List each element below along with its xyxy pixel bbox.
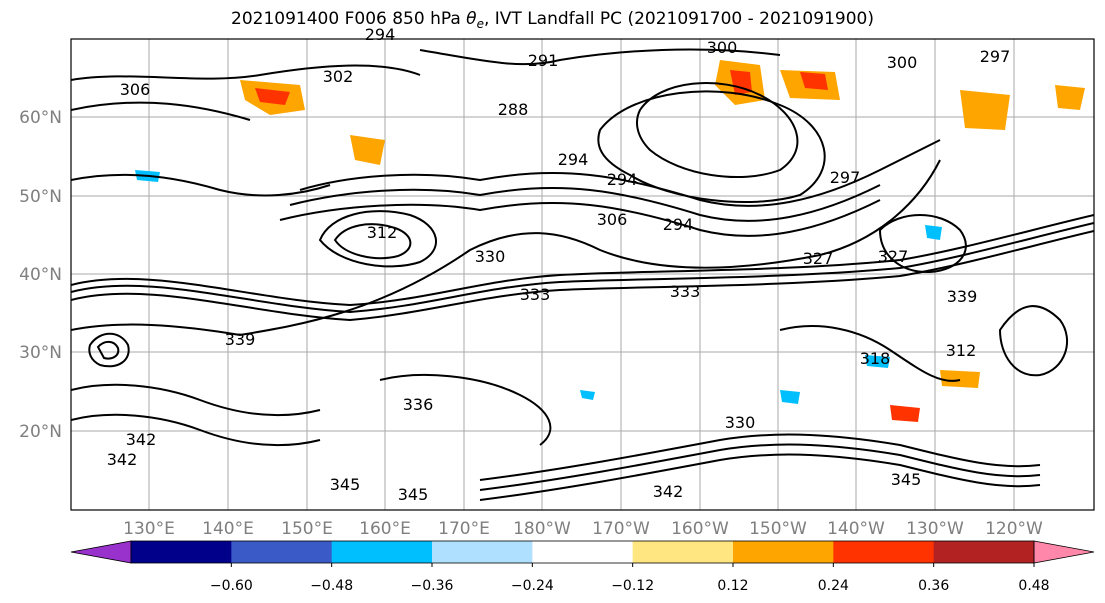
colorbar-segment	[331, 541, 433, 563]
title-theta-subscript: e	[476, 17, 484, 31]
latitude-labels: 60°N 50°N 40°N 30°N 20°N	[19, 108, 62, 442]
contour-label: 333	[670, 282, 701, 301]
colorbar-tick-label: −0.24	[511, 578, 554, 594]
contour-label: 342	[107, 450, 138, 469]
colorbar: −0.60 −0.48 −0.36 −0.24 −0.12 0.12 0.24 0.36 0.4…	[70, 540, 1095, 594]
contour-label: 330	[725, 413, 756, 432]
contour-label: 342	[126, 430, 157, 449]
contour-label: 294	[607, 170, 638, 189]
colorbar-segment	[733, 541, 834, 563]
colorbar-extend-low	[70, 540, 132, 564]
contour-label: 339	[947, 287, 978, 306]
contour-label: 294	[663, 215, 694, 234]
title-suffix: , IVT Landfall PC (2021091700 - 20210919…	[483, 9, 874, 29]
title-prefix: 2021091400 F006 850 hPa	[231, 9, 467, 29]
longitude-label: 140°W	[827, 519, 885, 539]
contour-label-group: 300 297 300 294 291 302 306 288 294 294 297 312 306 2…	[107, 25, 1011, 504]
colorbar-tick-label: −0.48	[310, 578, 353, 594]
colorbar-tick-label: 0.24	[818, 578, 849, 594]
contour-label: 336	[403, 395, 434, 414]
contour-label: 345	[330, 475, 361, 494]
longitude-label: 170°W	[592, 519, 650, 539]
contour-label: 294	[365, 25, 396, 44]
graticule	[71, 39, 1094, 510]
longitude-label: 120°W	[985, 519, 1043, 539]
contour-label: 333	[520, 285, 551, 304]
contour-label: 300	[707, 38, 738, 57]
theta-e-contours	[71, 48, 1094, 501]
longitude-labels: 130°E 140°E 150°E 160°E 170°E 180°W 170°W 160°W…	[123, 519, 1043, 539]
longitude-label: 180°W	[513, 519, 571, 539]
contour-label: 294	[558, 150, 589, 169]
title-theta: θ	[466, 9, 477, 29]
colorbar-tick-label: −0.36	[411, 578, 454, 594]
contour-label: 291	[528, 51, 559, 70]
contour-label: 300	[887, 53, 918, 72]
contour-label: 288	[498, 100, 529, 119]
contour-label: 297	[830, 168, 861, 187]
contour-label: 345	[891, 470, 922, 489]
longitude-label: 160°E	[359, 519, 411, 539]
colorbar-segment	[432, 541, 533, 563]
longitude-label: 170°E	[438, 519, 490, 539]
longitude-label: 130°W	[906, 519, 964, 539]
colorbar-outline	[130, 540, 1035, 564]
ivt-shading	[135, 60, 1085, 422]
contour-label: 312	[367, 223, 398, 242]
longitude-label: 160°W	[671, 519, 729, 539]
contour-label: 342	[653, 482, 684, 501]
contour-label: 297	[980, 47, 1011, 66]
longitude-label: 130°E	[123, 519, 175, 539]
latitude-label: 60°N	[19, 108, 62, 128]
contour-label: 312	[946, 341, 977, 360]
contour-label: 306	[120, 80, 151, 99]
contour-label: 339	[225, 330, 256, 349]
contour-label: 318	[860, 349, 891, 368]
colorbar-segment	[231, 541, 333, 563]
contour-label: 306	[597, 210, 628, 229]
latitude-label: 50°N	[19, 187, 62, 207]
colorbar-segment	[532, 541, 634, 563]
map-frame	[70, 38, 1095, 511]
latitude-label: 30°N	[19, 343, 62, 363]
colorbar-tick-label: −0.12	[611, 578, 654, 594]
contour-label: 330	[475, 247, 506, 266]
colorbar-tick-label: 0.36	[918, 578, 949, 594]
map-title: 2021091400 F006 850 hPa θe, IVT Landfall…	[0, 9, 1105, 31]
colorbar-extend-high	[1033, 540, 1095, 564]
colorbar-segment	[833, 541, 935, 563]
colorbar-segment	[131, 541, 232, 563]
colorbar-tick-label: 0.48	[1018, 578, 1049, 594]
latitude-label: 40°N	[19, 265, 62, 285]
longitude-label: 150°W	[749, 519, 807, 539]
colorbar-segment	[933, 541, 1035, 563]
colorbar-tick-label: −0.60	[210, 578, 253, 594]
contour-label: 327	[878, 247, 909, 266]
contour-label: 327	[803, 249, 834, 268]
contour-label: 302	[323, 67, 354, 86]
colorbar-tick-label: 0.12	[717, 578, 748, 594]
colorbar-segment	[632, 541, 734, 563]
latitude-label: 20°N	[19, 422, 62, 442]
longitude-label: 140°E	[202, 519, 254, 539]
longitude-label: 150°E	[281, 519, 333, 539]
contour-label: 345	[398, 485, 429, 504]
